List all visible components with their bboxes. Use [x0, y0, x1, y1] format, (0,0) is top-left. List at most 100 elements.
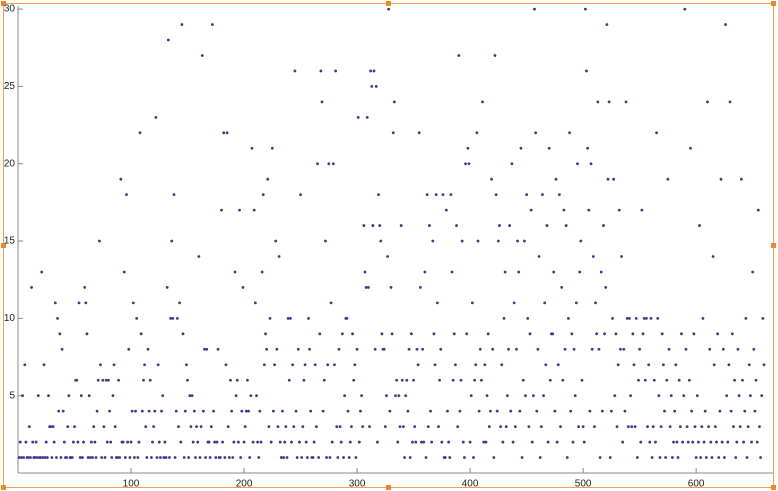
point: [346, 409, 350, 413]
point: [170, 239, 174, 243]
point: [710, 456, 714, 459]
point: [161, 394, 165, 398]
point: [461, 440, 465, 444]
point: [133, 456, 136, 459]
point: [319, 69, 323, 73]
point: [698, 224, 701, 227]
point: [365, 115, 369, 119]
point: [635, 456, 639, 459]
point: [236, 440, 240, 444]
point: [197, 255, 201, 258]
point: [565, 456, 569, 459]
point: [298, 440, 301, 444]
point: [412, 378, 415, 382]
point: [692, 332, 696, 336]
point: [760, 394, 764, 398]
point: [364, 286, 368, 289]
point: [659, 425, 663, 429]
point: [409, 332, 413, 336]
point: [267, 425, 271, 429]
point: [324, 239, 327, 243]
point: [450, 270, 454, 274]
point: [283, 440, 287, 444]
point: [593, 425, 596, 429]
point: [293, 69, 297, 73]
point: [218, 456, 222, 459]
point: [666, 177, 670, 181]
point: [190, 394, 194, 398]
point: [386, 255, 389, 258]
point: [420, 440, 423, 444]
point: [527, 425, 531, 429]
handle: [771, 243, 776, 248]
point: [250, 146, 254, 150]
point: [516, 239, 519, 243]
point: [665, 378, 669, 382]
point: [126, 440, 130, 444]
point: [663, 409, 666, 413]
x-tick-label: 600: [688, 479, 705, 490]
point: [103, 456, 107, 459]
point: [622, 347, 626, 351]
point: [459, 378, 463, 382]
point: [489, 409, 492, 413]
point: [513, 425, 517, 429]
point: [340, 332, 344, 336]
point: [164, 456, 168, 459]
point: [465, 332, 469, 336]
point: [721, 347, 725, 351]
point: [146, 347, 150, 351]
point: [634, 316, 638, 320]
point: [41, 456, 45, 459]
point: [625, 316, 629, 320]
point: [742, 440, 746, 444]
point: [212, 409, 215, 413]
point: [44, 440, 48, 444]
point: [196, 440, 200, 444]
point: [672, 440, 675, 444]
point: [556, 363, 560, 367]
point: [727, 363, 731, 367]
point: [520, 456, 524, 459]
point: [247, 409, 250, 413]
point: [458, 409, 462, 413]
point: [729, 409, 733, 413]
point: [617, 208, 621, 212]
point: [482, 440, 486, 444]
point: [750, 440, 753, 444]
point: [31, 440, 35, 444]
point: [316, 162, 319, 166]
point: [587, 208, 591, 212]
point: [50, 456, 54, 459]
point: [266, 177, 270, 181]
point: [152, 425, 156, 429]
point: [268, 316, 272, 320]
point: [501, 440, 505, 444]
point: [612, 177, 616, 181]
point: [390, 332, 394, 336]
point: [131, 301, 135, 305]
point: [440, 440, 444, 444]
point: [52, 440, 56, 444]
point: [605, 23, 609, 26]
point: [664, 456, 668, 459]
point: [487, 425, 491, 429]
point: [369, 69, 373, 73]
point: [187, 456, 191, 459]
point: [382, 347, 386, 351]
point: [302, 378, 306, 382]
point: [564, 224, 568, 227]
point: [256, 440, 260, 444]
point: [743, 409, 747, 413]
point: [559, 425, 562, 429]
point: [66, 425, 70, 429]
point: [428, 224, 431, 227]
point: [517, 270, 521, 274]
point: [284, 425, 288, 429]
point: [211, 23, 214, 26]
point: [338, 425, 342, 429]
point: [611, 316, 614, 320]
point: [130, 409, 134, 413]
point: [638, 347, 642, 351]
